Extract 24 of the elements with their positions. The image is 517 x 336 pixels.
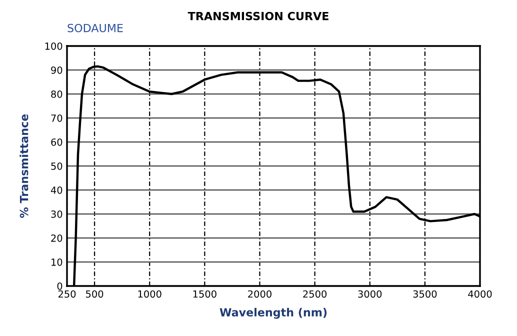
x-tick-label: 3500 [413,290,437,298]
y-tick-label: 60 [51,138,62,146]
y-axis-title: % Transmittance [20,114,28,218]
x-tick-label: 250 [58,290,76,298]
chart-title: TRANSMISSION CURVE [188,12,328,20]
x-tick-label: 1500 [193,290,216,298]
y-tick-label: 0 [57,282,62,290]
x-tick-label: 1000 [138,290,162,298]
y-tick-label: 10 [52,258,62,266]
y-tick-label: 20 [51,234,62,242]
y-tick-label: 50 [51,162,62,170]
y-tick-label: 30 [51,210,62,218]
x-tick-label: 2000 [248,290,272,298]
x-tick-label: 3000 [358,290,382,298]
x-axis-title: Wavelength (nm) [220,308,327,319]
y-tick-label: 80 [51,90,62,98]
y-tick-label: 90 [51,66,62,74]
x-tick-label: 2500 [303,290,327,298]
y-tick-label: 70 [51,114,62,122]
text: SODAUME [68,24,123,32]
x-tick-label: 4000 [468,290,492,298]
x-tick-label: 500 [86,290,104,298]
y-tick-label: 40 [50,186,62,194]
y-tick-label: 100 [45,42,62,50]
